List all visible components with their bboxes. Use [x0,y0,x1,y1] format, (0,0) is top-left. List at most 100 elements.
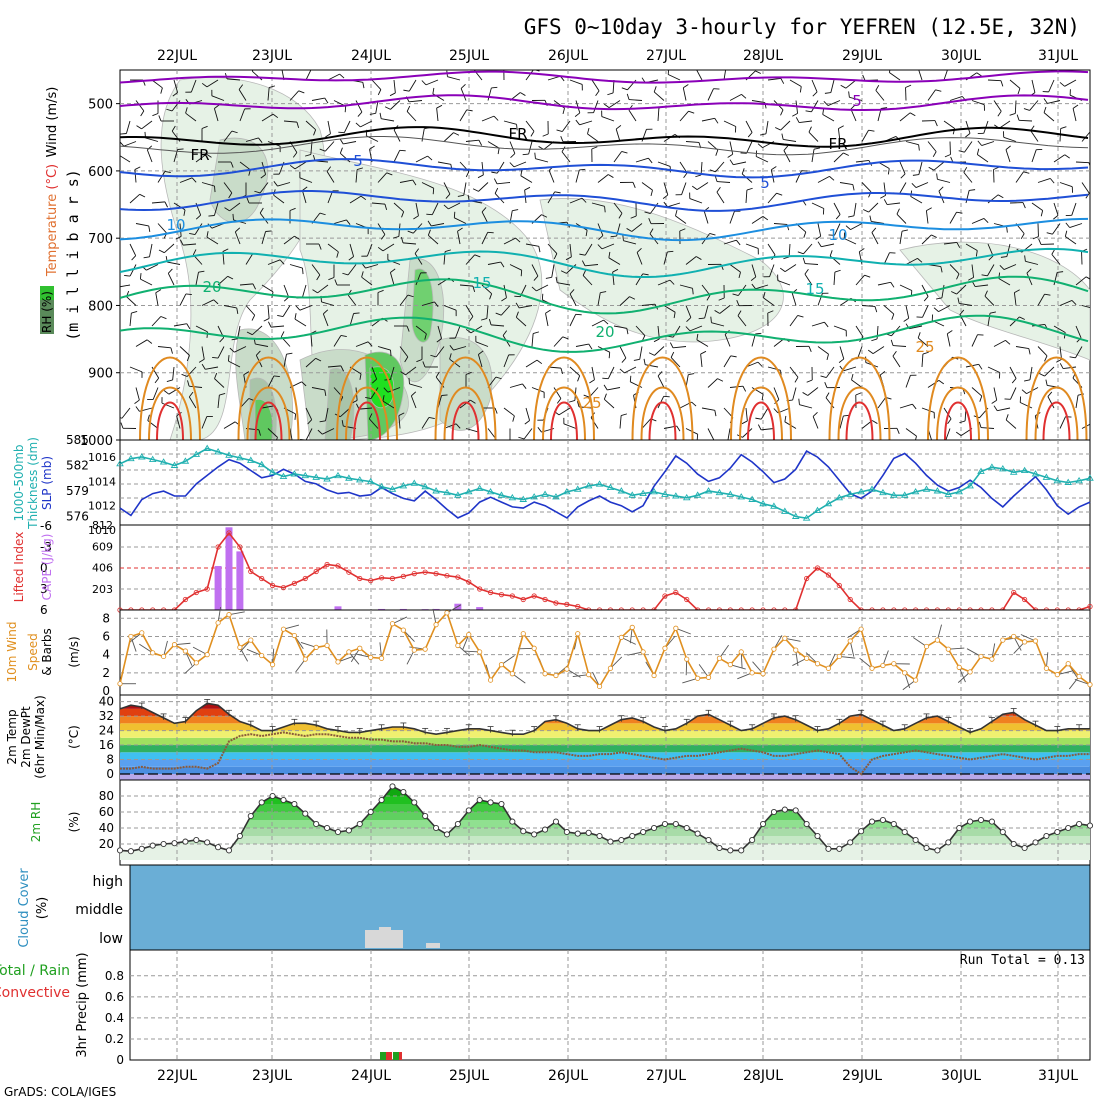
temp-band [120,730,1090,738]
precip-bar [380,1052,386,1060]
label-rh: RH (%) [40,291,54,333]
cape-bar [214,566,222,610]
date-label-top: 27JUL [646,48,686,64]
contour-label: 10 [166,216,185,234]
dewpoint-line [120,731,1090,776]
contour-label: FR [190,146,209,164]
date-label-bottom: 30JUL [941,1068,981,1084]
label-3hr-precip: 3hr Precip (mm) [75,952,90,1057]
temp-tick: 40 [99,695,114,709]
label-rh-unit: (%) [67,812,81,833]
date-label-bottom: 27JUL [646,1068,686,1084]
label-2m-temp: 2m Temp [5,709,19,764]
contour-label: 5 [852,92,862,110]
pressure-tick: 600 [88,165,113,180]
label-cloud-unit: (%) [35,897,50,920]
wind-tick: 8 [102,611,110,625]
rh-tick: 60 [99,805,114,819]
temp-band [120,774,1090,780]
precip-bar [393,1052,399,1060]
date-label-bottom: 26JUL [548,1068,588,1084]
label-thickness-unit: Thickness (dm) [26,437,40,530]
date-axis-top: 22JUL 23JUL 24JUL 25JUL 26JUL 27JUL 28JUL 29JUL… [157,48,1078,64]
date-label-bottom: 24JUL [351,1068,391,1084]
cape-bar [334,606,342,610]
contour-label: 5 [353,152,363,170]
chart-title: GFS 0~10day 3-hourly for YEFREN (12.5E, … [524,15,1080,39]
date-label-top: 24JUL [351,48,391,64]
date-label-bottom: 23JUL [252,1068,292,1084]
temp-band [120,737,1090,746]
rh-2m-panel: 80 60 40 20 2m RH (%) [29,779,1094,866]
date-label-bottom: 28JUL [743,1068,783,1084]
slp-tick: 1010 [88,524,116,537]
lifted-index-tick: 6 [40,603,48,617]
cloud-level-middle: middle [75,902,123,918]
cloud-level-high: high [92,874,123,890]
cape-bar [432,608,440,610]
temp-band [120,766,1090,774]
cape-bar [378,608,386,610]
date-label-top: 30JUL [941,48,981,64]
pressure-tick: 500 [88,98,113,113]
cloud-low-block [365,930,403,948]
contour-label: 10 [828,226,847,244]
date-label-bottom: 22JUL [157,1068,197,1084]
contour-label: 25 [582,394,601,412]
label-2m-dewpt: 2m DewPt [19,706,33,768]
cape-bar [225,527,233,610]
date-label-top: 23JUL [252,48,292,64]
cloud-cover-panel: high middle low Cloud Cover (%) [17,864,1091,951]
label-barbs: & Barbs [40,628,54,676]
label-wind: Wind (m/s) [45,87,60,158]
thickness-tick: 582 [66,459,89,473]
lifted-index-tick: -3 [40,540,52,554]
date-label-bottom: 29JUL [842,1068,882,1084]
cape-tick: 609 [92,540,113,553]
temp-band [120,745,1090,753]
contour-label: 25 [915,338,934,356]
label-lifted-index: Lifted Index [12,532,26,603]
date-label-top: 26JUL [548,48,588,64]
label-minmax: (6hr Min/Max) [33,695,47,779]
wind-barbs [120,70,1090,440]
precip-panel: 0.8 0.6 0.4 0.2 0 Run Total = 0.13 Total / R… [0,949,1091,1067]
label-10m-wind: 10m Wind [5,622,19,683]
cape-tick: 406 [92,562,113,575]
lifted-index-tick: 3 [40,582,48,596]
cape-tick: 812 [92,519,113,532]
thickness-tick: 579 [66,484,89,498]
wind-tick: 2 [102,666,110,680]
label-convective: Convective [0,985,70,1001]
cape-bar [399,608,407,610]
date-label-top: 31JUL [1038,48,1078,64]
date-label-bottom: 31JUL [1038,1068,1078,1084]
contour-label: FR [828,135,847,153]
wind-panel-frame [119,609,1091,696]
label-speed: Speed [26,633,40,671]
label-total-rain: Total / Rain [0,963,70,979]
temp-tick: 8 [106,753,114,767]
series-line [119,450,1091,519]
pressure-axis: 500 600 700 800 900 1000 [80,98,120,449]
precip-tick: 0.4 [105,1011,124,1025]
temperature-contours [120,70,1089,440]
contour-label: 20 [595,323,614,341]
cape-bar [236,551,244,610]
cape-lifted-panel: -6 -3 0 3 6 812 609 406 203 Lifted Index CAPE (J… [12,519,1093,617]
date-axis-bottom: 22JUL 23JUL 24JUL 25JUL 26JUL 27JUL 28JUL 29JUL… [157,1068,1078,1084]
rh-legend-swatch-dark [40,300,54,334]
precip-tick: 0.2 [105,1032,124,1046]
label-cloud-cover: Cloud Cover [17,868,32,948]
wind-tick: 0 [102,684,110,698]
label-temperature: Temperature (°C) [45,164,60,277]
rh-band [120,844,1090,860]
precip-tick: 0.6 [105,990,124,1004]
slp-tick: 1016 [88,451,116,464]
cape-bar [476,607,484,610]
contour-label: 15 [805,280,824,298]
wind-tick: 4 [102,648,110,662]
lifted-index-tick: 0 [40,561,48,575]
